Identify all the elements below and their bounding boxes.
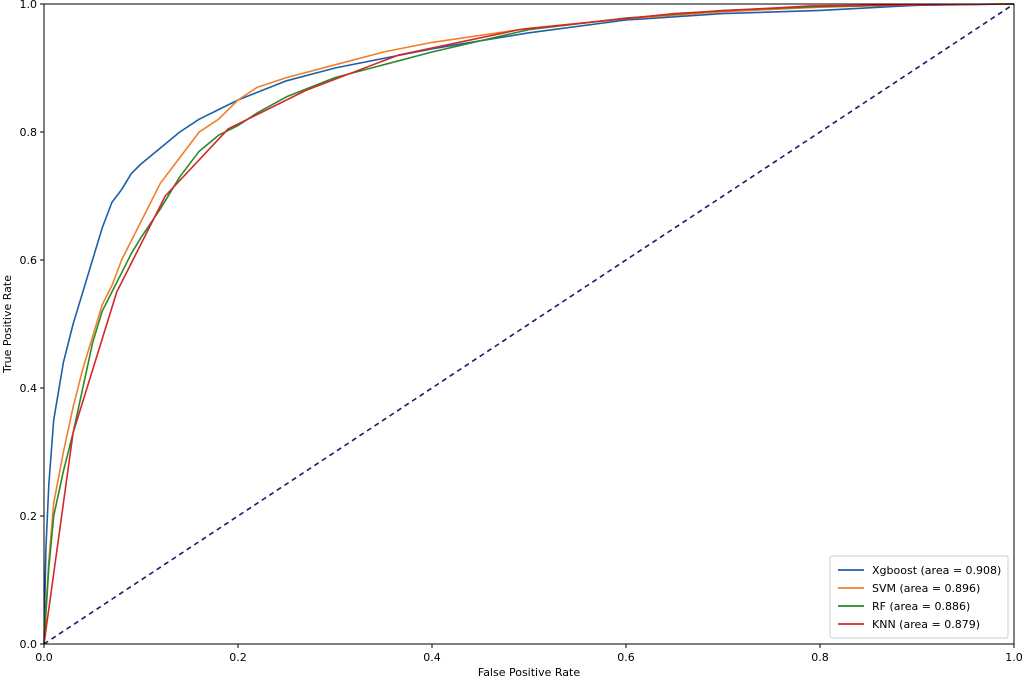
x-tick-label: 0.0	[35, 651, 53, 664]
series-line-xgboost	[43, 3, 1015, 645]
x-tick-label: 0.8	[811, 651, 829, 664]
plot-frame	[43, 3, 1015, 645]
series-line-knn	[43, 3, 1015, 645]
legend: Xgboost (area = 0.908) SVM (area = 0.896)…	[829, 555, 1009, 639]
y-tick-label: 0.8	[20, 126, 38, 139]
legend-entry-label: Xgboost (area = 0.908)	[872, 564, 1001, 577]
legend-entry-label: RF (area = 0.886)	[872, 600, 970, 613]
legend-entry-label: KNN (area = 0.879)	[872, 618, 980, 631]
y-axis-label: True Positive Rate	[1, 275, 14, 374]
y-tick-label: 0.6	[20, 254, 38, 267]
chance-diagonal-line	[43, 3, 1015, 645]
x-tick-label: 0.2	[229, 651, 247, 664]
y-tick-label: 0.4	[20, 382, 38, 395]
x-tick-label: 0.6	[617, 651, 635, 664]
y-tick-label: 1.0	[20, 0, 38, 11]
y-tick-label: 0.2	[20, 510, 38, 523]
x-tick-label: 1.0	[1005, 651, 1023, 664]
x-axis-label: False Positive Rate	[478, 666, 580, 679]
legend-entry-label: SVM (area = 0.896)	[872, 582, 980, 595]
plot-layer	[43, 3, 1015, 645]
legend-box	[829, 555, 1009, 639]
y-tick-label: 0.0	[20, 638, 38, 651]
x-tick-label: 0.4	[423, 651, 441, 664]
